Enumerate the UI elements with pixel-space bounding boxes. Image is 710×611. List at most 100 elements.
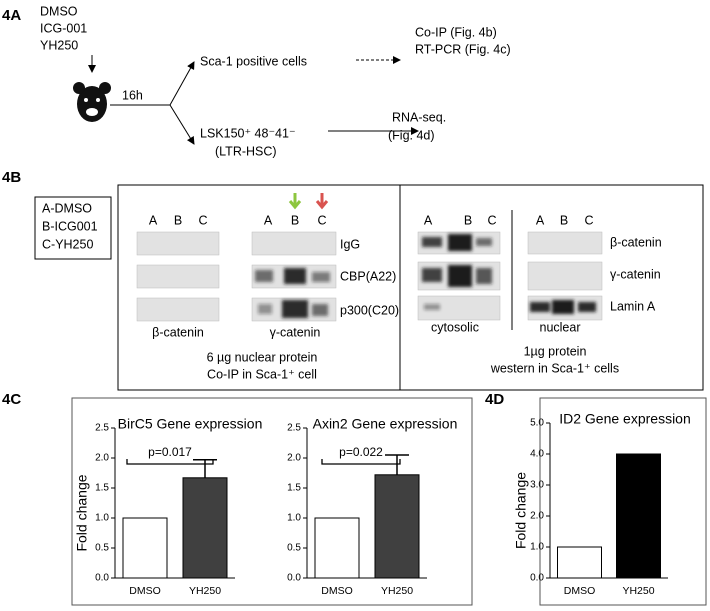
y-tick-label: 1.0 [95, 513, 109, 524]
cells: LSK150⁺ 48⁻41⁻ [200, 126, 296, 140]
y-tick-label: 1.0 [287, 513, 301, 524]
y-tick-label: 3.0 [530, 480, 544, 491]
caption: 1µg protein [524, 344, 587, 358]
lane: B [174, 213, 182, 227]
chart-title: BirC5 Gene expression [118, 416, 263, 432]
y-axis-label: Fold change [513, 472, 529, 549]
blot [136, 231, 220, 256]
panel-box [117, 184, 704, 391]
mouse-icon [73, 82, 111, 122]
caption: Co-IP in Sca-1⁺ cell [207, 367, 317, 381]
y-tick-label: 0.5 [287, 543, 301, 554]
coip: A B C A B C IgG CBP(A22) p300(C20) β-cat… [136, 193, 399, 381]
protein: Lamin A [610, 299, 656, 313]
lane: C [317, 213, 326, 227]
group: β-catenin [152, 325, 204, 339]
panel-label: 4B [2, 169, 21, 186]
y-axis-label: Fold change [74, 474, 90, 551]
arrow [169, 104, 195, 145]
lane: A [149, 213, 158, 227]
blot [136, 297, 220, 322]
y-tick-label: 1.5 [287, 483, 301, 494]
p-value: p=0.017 [148, 445, 192, 459]
panel-4b: 4B A-DMSO B-ICG001 C-YH250 A B C A B C I… [2, 169, 704, 391]
x-tick-label: DMSO [321, 585, 353, 597]
y-tick-label: 1.0 [530, 542, 544, 553]
assay: RT-PCR (Fig. 4c) [415, 42, 511, 56]
bar [314, 517, 360, 579]
antibody: p300(C20) [340, 303, 399, 317]
treatment: DMSO [40, 4, 78, 18]
y-tick-label: 2.5 [95, 423, 109, 434]
significance-bracket [321, 459, 401, 465]
lane: C [198, 213, 207, 227]
lane: A [536, 213, 545, 227]
blot [527, 261, 603, 291]
y-tick-label: 0.0 [287, 573, 301, 584]
bar [616, 453, 661, 579]
bands [255, 268, 330, 318]
fraction: nuclear [540, 320, 581, 334]
assay: RNA-seq. [392, 110, 446, 124]
panel-4a: 4A DMSO ICG-001 YH250 16h Sca-1 positive… [2, 4, 511, 158]
panel-label: 4A [2, 7, 21, 24]
arrow [169, 61, 195, 106]
antibody: CBP(A22) [340, 269, 396, 283]
blot [136, 264, 220, 289]
y-tick-label: 4.0 [530, 449, 544, 460]
blot [527, 231, 603, 255]
panel-box [71, 397, 473, 606]
arrow [288, 193, 302, 210]
x-tick-label: DMSO [564, 585, 596, 597]
treatment: ICG-001 [40, 21, 87, 35]
antibody: IgG [340, 237, 360, 251]
treatment: YH250 [40, 38, 78, 52]
lane: B [464, 213, 472, 227]
lane: C [487, 213, 496, 227]
y-tick-label: 5.0 [530, 418, 544, 429]
bar [122, 517, 168, 579]
p-value: p=0.022 [339, 445, 383, 459]
y-tick-label: 2.5 [287, 423, 301, 434]
y-tick-label: 0.5 [95, 543, 109, 554]
blot [251, 231, 337, 256]
chart-title: Axin2 Gene expression [313, 416, 458, 432]
chart-title: ID2 Gene expression [559, 411, 691, 427]
bar [557, 546, 602, 579]
x-tick-label: YH250 [622, 585, 654, 597]
protein: γ-catenin [610, 267, 661, 281]
panel-label: 4C [2, 391, 21, 408]
bar [374, 474, 420, 579]
x-tick-label: YH250 [381, 585, 413, 597]
caption: western in Sca-1⁺ cells [490, 361, 619, 375]
bar [182, 477, 228, 579]
assay: (Fig. 4d) [388, 128, 435, 142]
y-tick-label: 0.0 [95, 573, 109, 584]
lane: B [291, 213, 299, 227]
significance-bracket [126, 459, 214, 465]
x-tick-label: YH250 [189, 585, 221, 597]
bands [422, 234, 596, 314]
assay: Co-IP (Fig. 4b) [415, 25, 497, 39]
y-tick-label: 2.0 [530, 511, 544, 522]
legend-box [34, 196, 112, 260]
caption: 6 µg nuclear protein [207, 350, 318, 364]
x-tick-label: DMSO [129, 585, 161, 597]
y-tick-label: 1.5 [95, 483, 109, 494]
western: A B C A B C β-catenin γ-catenin Lamin A … [417, 210, 662, 375]
y-tick-label: 0.0 [530, 573, 544, 584]
cells: Sca-1 positive cells [200, 54, 307, 68]
legend-item: B-ICG001 [42, 219, 98, 233]
group: γ-catenin [270, 325, 321, 339]
legend-item: A-DMSO [42, 201, 92, 215]
cells-note: (LTR-HSC) [215, 144, 277, 158]
lane: A [424, 213, 433, 227]
protein: β-catenin [610, 235, 662, 249]
legend-item: C-YH250 [42, 237, 93, 251]
y-tick-label: 2.0 [287, 453, 301, 464]
lane: C [584, 213, 593, 227]
arrow [315, 193, 329, 210]
lane: B [560, 213, 568, 227]
y-tick-label: 2.0 [95, 453, 109, 464]
